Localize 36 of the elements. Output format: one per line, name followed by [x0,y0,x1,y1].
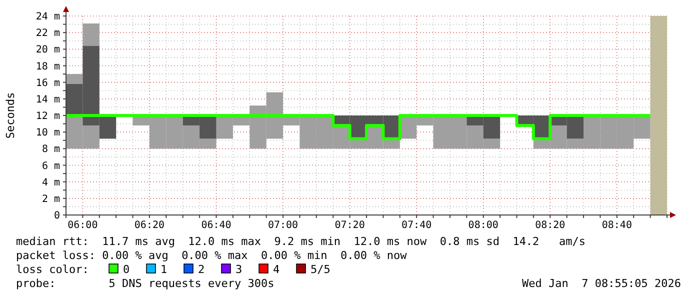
x-tick-label: 06:00 [68,220,98,231]
y-tick-label: 18 m [36,61,60,72]
text: Wed Jan 7 08:55:05 2026 [522,277,681,290]
y-tick-label: 16 m [36,78,60,89]
x-tick-label: 06:20 [134,220,165,231]
text: median rtt: 11.7 ms avg 12.0 ms max 9.2 ms min 12.0 ms now 0.8 ms sd 14.2 am/s [16,235,586,248]
x-tick-label: 07:20 [334,220,365,231]
y-tick-label: 0 [54,210,60,222]
y-tick-label: 20 m [36,44,60,56]
legend-label: 0 [123,263,130,276]
legend-label: 3 [236,263,242,276]
y-tick-label: 6 m [42,160,60,172]
bar [82,23,100,46]
y-tick-label: 12 m [36,111,60,122]
bar [66,74,83,84]
y-axis-title: Seconds [4,92,17,139]
legend-title: loss color: [16,263,89,276]
y-tick-label: 8 m [42,144,60,156]
y-tick-label: 24 m [36,12,60,22]
legend-label: 5/5 [310,263,330,276]
text: probe: 5 DNS requests every 300s [16,277,274,290]
x-tick-label: 08:20 [535,220,566,231]
x-tick-label: 08:00 [468,220,498,231]
text: packet loss: 0.00 % avg 0.00 % max 0.00 % min 0.00 % now [16,249,408,262]
x-tick-label: 07:40 [402,220,432,231]
x-tick-label: 06:40 [201,220,232,231]
y-tick-label: 22 m [36,28,60,40]
y-tick-label: 2 m [42,194,60,205]
x-tick-label: 08:40 [602,220,632,231]
y-tick-label: 14 m [36,94,60,106]
legend-label: 1 [160,263,168,276]
y-tick-label: 10 m [36,128,60,139]
x-tick-label: 07:00 [268,220,298,231]
legend-label: 4 [273,263,280,276]
legend-label: 2 [198,263,205,276]
y-tick-label: 4 m [42,177,60,188]
